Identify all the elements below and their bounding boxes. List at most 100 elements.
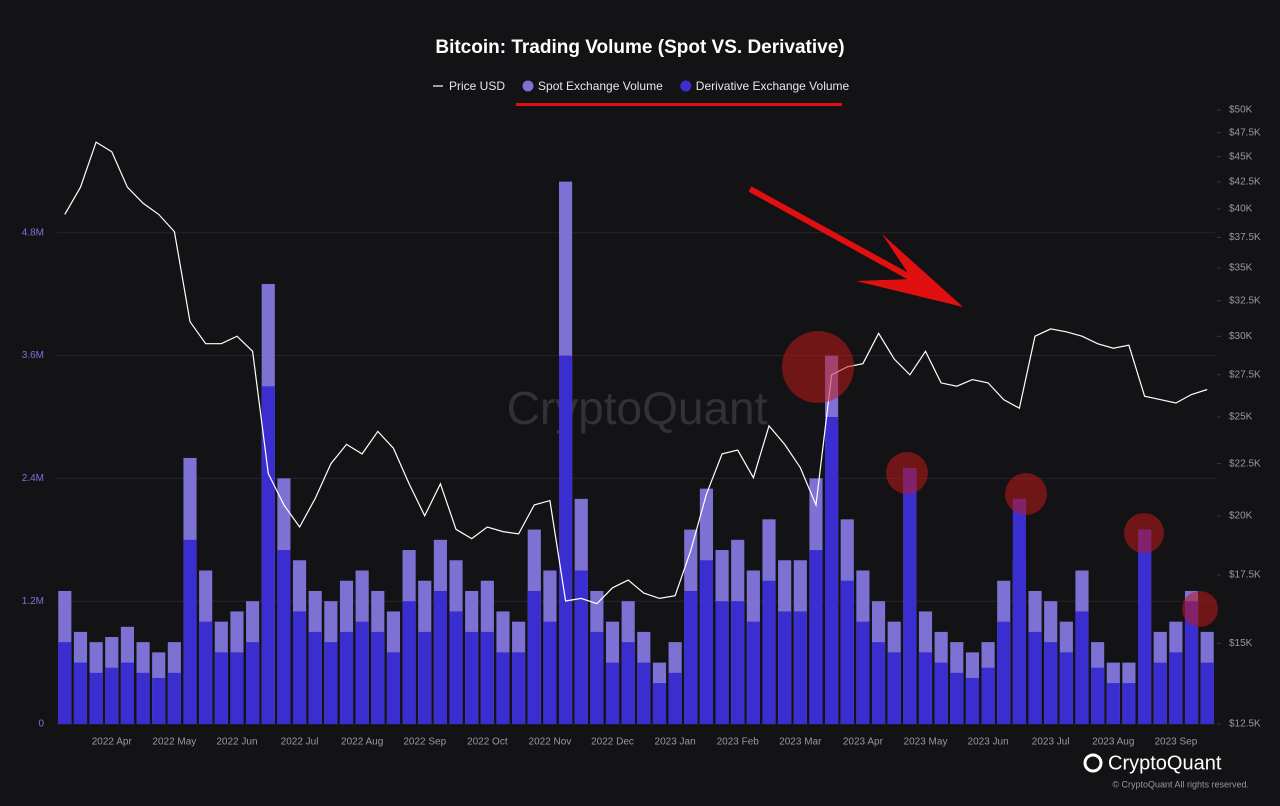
bar bbox=[1169, 652, 1183, 724]
y2-tick-label: $25K bbox=[1229, 412, 1253, 423]
bar bbox=[621, 642, 635, 724]
x-tick-label: 2022 Aug bbox=[341, 737, 383, 748]
bar bbox=[559, 355, 573, 724]
footer-logo: CryptoQuant © CryptoQuant All rights res… bbox=[1083, 752, 1249, 789]
y2-tick-label: $50K bbox=[1229, 105, 1253, 116]
bar bbox=[480, 631, 494, 724]
x-tick-label: 2023 Aug bbox=[1092, 737, 1134, 748]
bar bbox=[762, 580, 776, 724]
bar bbox=[903, 468, 917, 724]
y2-tick-label: $37.5K bbox=[1229, 232, 1261, 243]
x-tick-label: 2022 Oct bbox=[467, 737, 508, 748]
y-tick-label: 1.2M bbox=[22, 596, 44, 607]
x-tick-label: 2022 Dec bbox=[591, 737, 634, 748]
chart-title: Bitcoin: Trading Volume (Spot VS. Deriva… bbox=[435, 37, 844, 58]
bar bbox=[887, 652, 901, 724]
bar bbox=[89, 672, 103, 724]
x-tick-label: 2023 Feb bbox=[717, 737, 760, 748]
annotations bbox=[782, 331, 1218, 627]
y-tick-label: 2.4M bbox=[22, 473, 44, 484]
y2-tick-label: $42.5K bbox=[1229, 177, 1261, 188]
legend-label: Price USD bbox=[449, 79, 505, 93]
y2-tick-label: $30K bbox=[1229, 331, 1253, 342]
bar bbox=[371, 631, 385, 724]
x-tick-label: 2023 Sep bbox=[1154, 737, 1197, 748]
y2-tick-label: $17.5K bbox=[1229, 570, 1261, 581]
bar bbox=[950, 672, 964, 724]
bar bbox=[1044, 642, 1058, 724]
bar bbox=[120, 662, 134, 724]
x-tick-label: 2022 Apr bbox=[92, 737, 133, 748]
bar bbox=[809, 550, 823, 724]
bar bbox=[856, 621, 870, 724]
y2-tick-label: $22.5K bbox=[1229, 458, 1261, 469]
bar bbox=[339, 631, 354, 724]
arrow-head bbox=[856, 234, 963, 307]
legend-underline bbox=[516, 103, 842, 106]
bar bbox=[731, 601, 745, 724]
bar bbox=[637, 662, 651, 724]
bar bbox=[1200, 662, 1214, 724]
bar bbox=[652, 683, 667, 724]
bar bbox=[496, 652, 510, 724]
bar bbox=[1138, 529, 1152, 724]
bar bbox=[684, 590, 698, 724]
bar bbox=[152, 677, 166, 724]
bar bbox=[981, 667, 995, 724]
bar bbox=[1106, 683, 1120, 724]
bar bbox=[292, 611, 307, 724]
highlight-circle bbox=[1182, 591, 1218, 627]
bar bbox=[277, 550, 291, 724]
y2-tick-label: $35K bbox=[1229, 263, 1253, 274]
x-tick-label: 2023 Mar bbox=[779, 737, 822, 748]
brand: CryptoQuant bbox=[1108, 752, 1222, 774]
bar bbox=[1153, 662, 1167, 724]
bar bbox=[214, 652, 228, 724]
bar bbox=[1091, 667, 1105, 724]
bar bbox=[105, 667, 119, 724]
bar bbox=[58, 642, 72, 724]
bar bbox=[699, 560, 713, 724]
bar bbox=[997, 621, 1011, 724]
bar bbox=[668, 672, 682, 724]
bar bbox=[1075, 611, 1089, 724]
bar bbox=[1028, 631, 1042, 724]
x-tick-label: 2022 Nov bbox=[529, 737, 572, 748]
bar bbox=[840, 580, 854, 724]
bar bbox=[1059, 652, 1073, 724]
bar bbox=[512, 652, 526, 724]
highlight-circle bbox=[1124, 513, 1164, 553]
bar bbox=[465, 631, 479, 724]
bar bbox=[825, 417, 839, 724]
y2-tick-label: $20K bbox=[1229, 510, 1253, 521]
bar bbox=[167, 672, 181, 724]
bar bbox=[386, 652, 401, 724]
bar bbox=[793, 611, 807, 724]
bar bbox=[871, 642, 886, 724]
highlight-circle bbox=[886, 452, 928, 494]
bar bbox=[261, 386, 275, 724]
x-tick-label: 2023 May bbox=[904, 737, 948, 748]
bar bbox=[433, 590, 447, 724]
bar bbox=[449, 611, 463, 724]
legend-marker bbox=[680, 80, 692, 92]
x-tick-label: 2022 Jul bbox=[281, 737, 319, 748]
bar bbox=[1184, 601, 1199, 724]
bar bbox=[715, 601, 729, 724]
watermark: CryptoQuant bbox=[507, 382, 768, 434]
legend-label: Derivative Exchange Volume bbox=[696, 79, 850, 93]
bar bbox=[183, 539, 197, 724]
x-tick-label: 2023 Jan bbox=[655, 737, 696, 748]
bar bbox=[918, 652, 933, 724]
bar bbox=[1122, 683, 1136, 724]
logo-icon bbox=[1083, 753, 1103, 773]
bar bbox=[965, 677, 980, 724]
bar bbox=[73, 662, 88, 724]
legend-label: Spot Exchange Volume bbox=[538, 79, 663, 93]
bar bbox=[402, 601, 416, 724]
bar bbox=[1012, 498, 1026, 724]
bar bbox=[418, 631, 432, 724]
y2-tick-label: $27.5K bbox=[1229, 369, 1261, 380]
bar bbox=[574, 570, 588, 724]
y2-tick-label: $45K bbox=[1229, 151, 1253, 162]
